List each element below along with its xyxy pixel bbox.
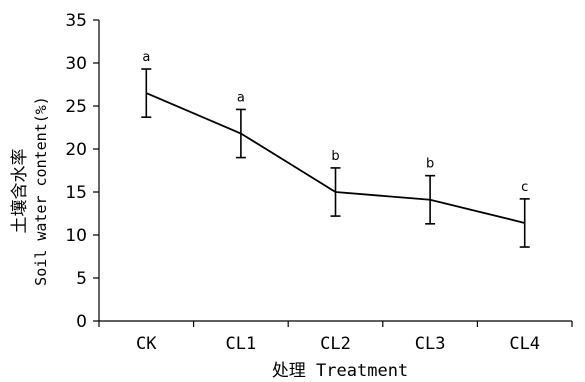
x-tick-label: CL4 xyxy=(509,334,540,354)
x-tick-label: CL3 xyxy=(415,334,446,354)
x-tick-label: CL2 xyxy=(320,334,351,354)
y-tick-label: 20 xyxy=(65,140,87,160)
y-axis-label-chinese: 土壤含水率 xyxy=(9,149,30,234)
data-point xyxy=(334,191,337,193)
data-point xyxy=(145,92,148,94)
y-tick-label: 0 xyxy=(76,312,87,332)
y-axis-ticks: 0 5 10 15 20 25 30 35 xyxy=(65,11,99,332)
x-tick-label: CK xyxy=(136,334,157,354)
significance-letter: c xyxy=(521,180,528,195)
series-lines xyxy=(145,92,526,224)
y-tick-label: 25 xyxy=(65,97,87,117)
significance-letter: a xyxy=(237,90,245,105)
data-point xyxy=(523,222,526,224)
x-axis-ticks: CK CL1 CL2 CL3 CL4 xyxy=(98,321,573,354)
y-axis-label-english: Soil water content(%) xyxy=(32,96,50,286)
significance-labels: a a b b c xyxy=(142,50,528,195)
y-tick-label: 5 xyxy=(76,269,87,289)
data-point xyxy=(240,132,242,135)
y-tick-label: 35 xyxy=(65,11,87,31)
data-point xyxy=(429,198,431,201)
significance-letter: b xyxy=(331,149,339,164)
y-tick-label: 30 xyxy=(65,54,87,74)
significance-letter: b xyxy=(426,157,434,172)
axes xyxy=(98,20,572,322)
x-tick-label: CL1 xyxy=(226,334,257,354)
x-axis-label: 处理 Treatment xyxy=(272,361,408,381)
significance-letter: a xyxy=(142,50,150,65)
y-tick-label: 10 xyxy=(65,226,87,246)
y-tick-label: 15 xyxy=(65,183,87,203)
